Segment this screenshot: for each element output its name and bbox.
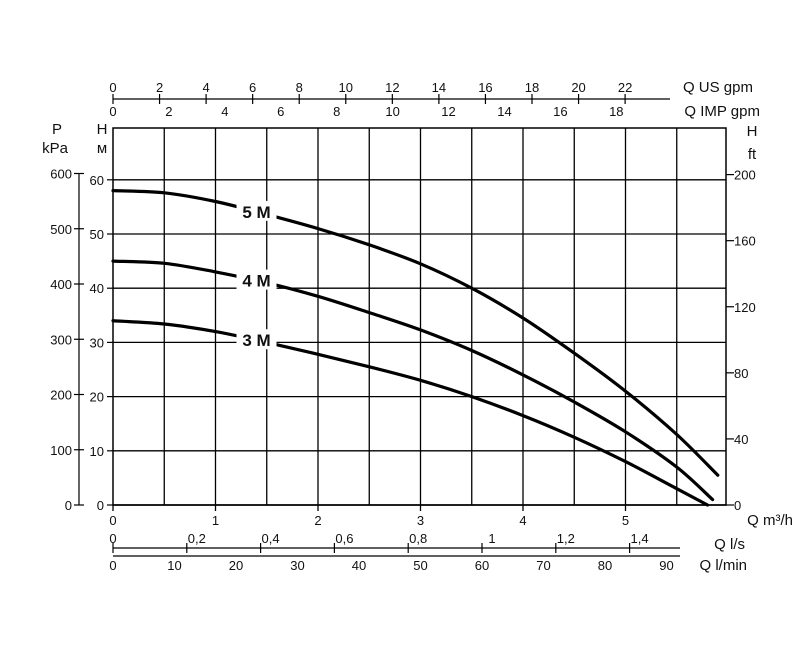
tick-label-us-gpm: 2 [156, 80, 163, 95]
tick-label-ls: 0,2 [188, 531, 206, 546]
tick-label-h-m: 60 [90, 173, 104, 188]
tick-label-imp-gpm: 2 [165, 104, 172, 119]
tick-label-m3h: 0 [109, 513, 116, 528]
tick-label-imp-gpm: 0 [109, 104, 116, 119]
tick-label-m3h: 4 [519, 513, 526, 528]
curve-label-bg [236, 329, 277, 350]
tick-label-us-gpm: 6 [249, 80, 256, 95]
axis-title-h-m: H [97, 121, 108, 138]
curve-3m [111, 319, 710, 507]
axis-unit-h-ft: ft [748, 146, 757, 163]
tick-label-us-gpm: 4 [202, 80, 209, 95]
tick-label-us-gpm: 18 [525, 80, 539, 95]
tick-label-m3h: 3 [417, 513, 424, 528]
tick-label-m3h: 1 [212, 513, 219, 528]
tick-label-imp-gpm: 4 [221, 104, 228, 119]
tick-label-h-ft: 200 [734, 168, 756, 183]
tick-label-lmin: 70 [536, 558, 550, 573]
tick-label-lmin: 20 [229, 558, 243, 573]
curve-4m [111, 259, 715, 502]
tick-label-us-gpm: 10 [339, 80, 353, 95]
tick-label-us-gpm: 16 [478, 80, 492, 95]
tick-label-imp-gpm: 12 [441, 104, 455, 119]
pump-curves: 5 M 4 M 3 M [111, 189, 720, 507]
curve-5m [111, 189, 720, 477]
tick-label-m3h: 5 [622, 513, 629, 528]
curve-label-5m: 5 M [242, 203, 270, 222]
tick-label-p-kpa: 0 [65, 498, 72, 513]
tick-label-lmin: 60 [475, 558, 489, 573]
tick-label-us-gpm: 12 [385, 80, 399, 95]
tick-label-p-kpa: 500 [50, 222, 72, 237]
tick-label-ls: 1 [488, 531, 495, 546]
tick-label-h-m: 40 [90, 281, 104, 296]
tick-label-ls: 1,4 [631, 531, 649, 546]
tick-label-imp-gpm: 6 [277, 104, 284, 119]
tick-label-lmin: 80 [598, 558, 612, 573]
plot-grid [112, 127, 727, 506]
curve-label-bg [236, 269, 277, 290]
tick-label-us-gpm: 8 [296, 80, 303, 95]
tick-label-m3h: 2 [314, 513, 321, 528]
axis-unit-p-kpa: kPa [42, 140, 69, 157]
tick-label-h-m: 10 [90, 444, 104, 459]
tick-label-p-kpa: 600 [50, 167, 72, 182]
tick-label-ls: 0,4 [262, 531, 280, 546]
axis-title-imp-gpm: Q IMP gpm [684, 103, 760, 120]
tick-label-h-m: 20 [90, 390, 104, 405]
curve-label-3m: 3 M [242, 331, 270, 350]
axis-title-h-ft: H [747, 123, 758, 140]
axis-title-lmin: Q l/min [699, 557, 747, 574]
tick-label-ls: 0 [109, 531, 116, 546]
tick-label-imp-gpm: 10 [385, 104, 399, 119]
axis-unit-h-m: м [97, 140, 107, 157]
tick-label-p-kpa: 100 [50, 443, 72, 458]
curve-label-bg [236, 200, 277, 221]
tick-label-h-ft: 80 [734, 366, 748, 381]
tick-label-ls: 0,8 [409, 531, 427, 546]
axis-title-ls: Q l/s [714, 536, 745, 553]
tick-label-lmin: 10 [167, 558, 181, 573]
tick-label-ls: 0,6 [335, 531, 353, 546]
tick-label-ls: 1,2 [557, 531, 575, 546]
tick-label-p-kpa: 300 [50, 332, 72, 347]
axis-title-p-kpa: P [52, 121, 62, 138]
tick-label-h-ft: 160 [734, 234, 756, 249]
tick-label-us-gpm: 20 [571, 80, 585, 95]
plot-frame [112, 127, 727, 506]
tick-label-us-gpm: 22 [618, 80, 632, 95]
tick-label-h-ft: 40 [734, 432, 748, 447]
tick-label-h-m: 0 [97, 498, 104, 513]
tick-label-imp-gpm: 18 [609, 104, 623, 119]
tick-label-h-m: 30 [90, 335, 104, 350]
axis-title-m3h: Q m³/h [747, 512, 793, 529]
tick-label-imp-gpm: 16 [553, 104, 567, 119]
tick-label-lmin: 90 [659, 558, 673, 573]
axis-title-us-gpm: Q US gpm [683, 79, 753, 96]
tick-label-lmin: 40 [352, 558, 366, 573]
tick-label-h-m: 50 [90, 227, 104, 242]
curve-label-4m: 4 M [242, 272, 270, 291]
tick-label-us-gpm: 0 [109, 80, 116, 95]
tick-label-p-kpa: 400 [50, 277, 72, 292]
tick-label-h-ft: 0 [734, 498, 741, 513]
tick-label-lmin: 30 [290, 558, 304, 573]
tick-label-imp-gpm: 14 [497, 104, 511, 119]
tick-label-h-ft: 120 [734, 300, 756, 315]
tick-label-lmin: 0 [109, 558, 116, 573]
tick-label-imp-gpm: 8 [333, 104, 340, 119]
tick-label-p-kpa: 200 [50, 388, 72, 403]
tick-label-lmin: 50 [413, 558, 427, 573]
tick-label-us-gpm: 14 [432, 80, 446, 95]
